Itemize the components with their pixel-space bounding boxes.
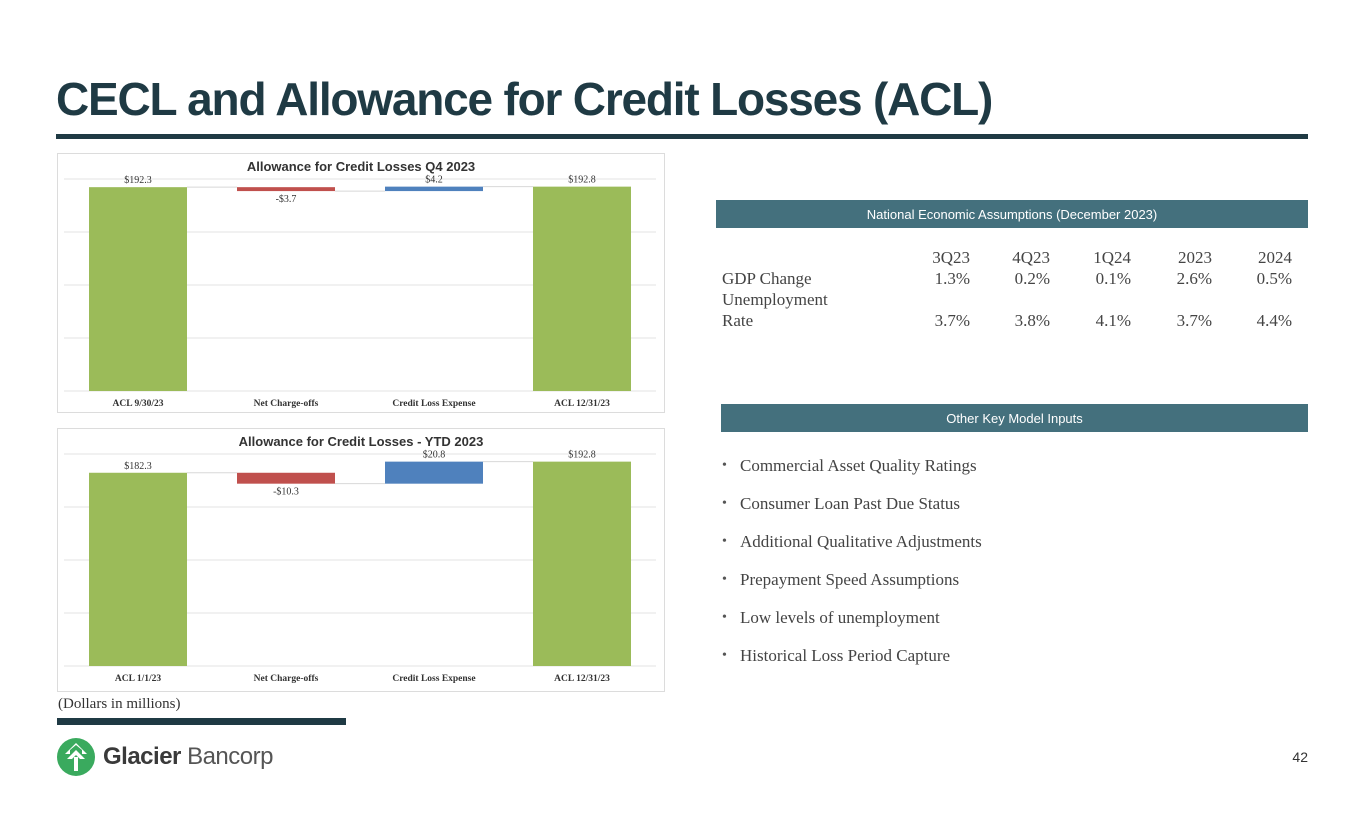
footnote: (Dollars in millions) xyxy=(58,696,181,712)
glacier-logo-icon xyxy=(57,738,95,776)
x-tick-label: Credit Loss Expense xyxy=(392,399,475,409)
cell: 4.1% xyxy=(1095,311,1131,330)
logo-wordmark: Glacier Bancorp xyxy=(103,743,273,770)
cell: 0.1% xyxy=(1095,269,1131,288)
col-header: 3Q23 xyxy=(932,248,970,267)
bullet-icon: • xyxy=(722,572,727,587)
list-item: • Historical Loss Period Capture xyxy=(722,646,951,665)
bar-net-charge-offs xyxy=(237,472,335,484)
list-item: • Prepayment Speed Assumptions xyxy=(722,570,960,589)
x-tick-label: Net Charge-offs xyxy=(254,674,319,684)
bar-acl-9-30-23 xyxy=(89,187,187,391)
col-header: 4Q23 xyxy=(1012,248,1050,267)
cell: 0.2% xyxy=(1014,269,1050,288)
econ-assumptions-header: National Economic Assumptions (December … xyxy=(716,200,1308,228)
bullet-icon: • xyxy=(722,458,727,473)
bar-acl-1-1-23 xyxy=(89,472,187,666)
cell: 3.7% xyxy=(1176,311,1212,330)
x-tick-label: Net Charge-offs xyxy=(254,399,319,409)
col-header: 2023 xyxy=(1178,248,1212,267)
cell: 0.5% xyxy=(1256,269,1292,288)
page-title: CECL and Allowance for Credit Losses (AC… xyxy=(56,73,993,125)
footer-divider xyxy=(57,718,346,725)
data-label: $20.8 xyxy=(423,450,446,461)
list-item: • Additional Qualitative Adjustments xyxy=(722,532,982,551)
x-tick-label: Credit Loss Expense xyxy=(392,674,475,684)
company-logo: Glacier Bancorp xyxy=(56,737,273,777)
key-inputs-list: • Commercial Asset Quality Ratings • Consu… xyxy=(722,456,1282,684)
list-item: • Commercial Asset Quality Ratings xyxy=(722,456,977,475)
row-label: GDP Change xyxy=(722,269,812,288)
chart-title: Allowance for Credit Losses Q4 2023 xyxy=(247,159,475,174)
row-label: Rate xyxy=(722,311,754,330)
waterfall-chart-ytd: Allowance for Credit Losses - YTD 2023 $1… xyxy=(64,434,656,684)
cell: 3.8% xyxy=(1014,311,1050,330)
cell: 1.3% xyxy=(934,269,970,288)
chart-ytd-2023: Allowance for Credit Losses - YTD 2023 $1… xyxy=(57,428,665,692)
col-header: 1Q24 xyxy=(1093,248,1131,267)
data-label: $192.8 xyxy=(568,175,596,186)
col-header: 2024 xyxy=(1258,248,1292,267)
chart-q4-2023: Allowance for Credit Losses Q4 2023 $192.… xyxy=(57,153,665,413)
data-label: $192.8 xyxy=(568,450,596,461)
x-tick-label: ACL 12/31/23 xyxy=(554,674,610,684)
bar-credit-loss-expense xyxy=(385,461,483,484)
data-label: $192.3 xyxy=(124,175,152,186)
page-number: 42 xyxy=(1292,749,1308,765)
bar-net-charge-offs xyxy=(237,187,335,192)
row-label: Unemployment xyxy=(722,290,828,309)
econ-row-unemployment-label: Unemployment xyxy=(722,290,1292,311)
bar-credit-loss-expense xyxy=(385,186,483,192)
econ-header-row: 3Q23 4Q23 1Q24 2023 2024 xyxy=(722,248,1292,269)
econ-row-gdp: GDP Change 1.3% 0.2% 0.1% 2.6% 0.5% xyxy=(722,269,1292,290)
econ-row-unemployment: Rate 3.7% 3.8% 4.1% 3.7% 4.4% xyxy=(722,311,1292,332)
x-tick-label: ACL 9/30/23 xyxy=(113,399,164,409)
cell: 2.6% xyxy=(1176,269,1212,288)
x-tick-label: ACL 1/1/23 xyxy=(115,674,161,684)
cell: 3.7% xyxy=(934,311,970,330)
key-inputs-header: Other Key Model Inputs xyxy=(721,404,1308,432)
list-item: • Consumer Loan Past Due Status xyxy=(722,494,961,513)
list-item: • Low levels of unemployment xyxy=(722,608,940,627)
chart-title: Allowance for Credit Losses - YTD 2023 xyxy=(239,434,484,449)
bar-acl-12-31-23 xyxy=(533,186,631,391)
data-label: $4.2 xyxy=(425,175,443,186)
data-label: -$10.3 xyxy=(273,487,299,498)
x-tick-label: ACL 12/31/23 xyxy=(554,399,610,409)
bullet-icon: • xyxy=(722,648,727,663)
data-label: $182.3 xyxy=(124,461,152,472)
bullet-icon: • xyxy=(722,610,727,625)
bullet-icon: • xyxy=(722,496,727,511)
bar-acl-12-31-23 xyxy=(533,461,631,666)
cell: 4.4% xyxy=(1256,311,1292,330)
bullet-icon: • xyxy=(722,534,727,549)
waterfall-chart-q4: Allowance for Credit Losses Q4 2023 $192.… xyxy=(64,159,656,409)
data-label: -$3.7 xyxy=(276,194,297,205)
title-divider xyxy=(56,134,1308,139)
